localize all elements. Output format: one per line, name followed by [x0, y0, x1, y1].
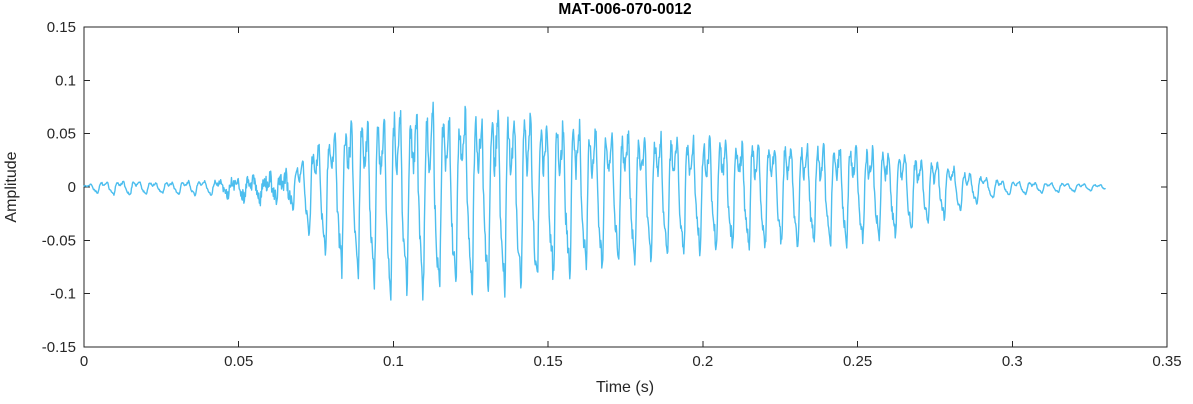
x-tick-label: 0.3	[1002, 353, 1023, 370]
x-axis-label: Time (s)	[596, 379, 654, 396]
y-tick-label: 0.1	[55, 72, 76, 89]
y-tick-label: -0.05	[42, 232, 76, 249]
x-tick-label: 0	[80, 353, 88, 370]
x-tick-label: 0.35	[1152, 353, 1181, 370]
x-tick-label: 0.15	[534, 353, 563, 370]
x-tick-label: 0.25	[843, 353, 872, 370]
y-tick-label: 0.05	[47, 126, 76, 143]
waveform-line	[83, 101, 1106, 301]
y-tick-label: 0	[68, 179, 76, 196]
x-tick-label: 0.2	[692, 353, 713, 370]
x-tick-label: 0.05	[224, 353, 253, 370]
x-tick-label: 0.1	[383, 353, 404, 370]
y-tick-label: -0.1	[50, 286, 76, 303]
chart-title: MAT-006-070-0012	[558, 1, 691, 18]
y-axis-label: Amplitude	[3, 151, 20, 222]
plot-area: 0 0.05 0.1 0.15 0.2 0.25 0.3 0.35 -0.15 -0.1 -0.05…	[42, 19, 1182, 370]
y-tick-label: 0.15	[47, 19, 76, 36]
y-tick-label: -0.15	[42, 339, 76, 356]
